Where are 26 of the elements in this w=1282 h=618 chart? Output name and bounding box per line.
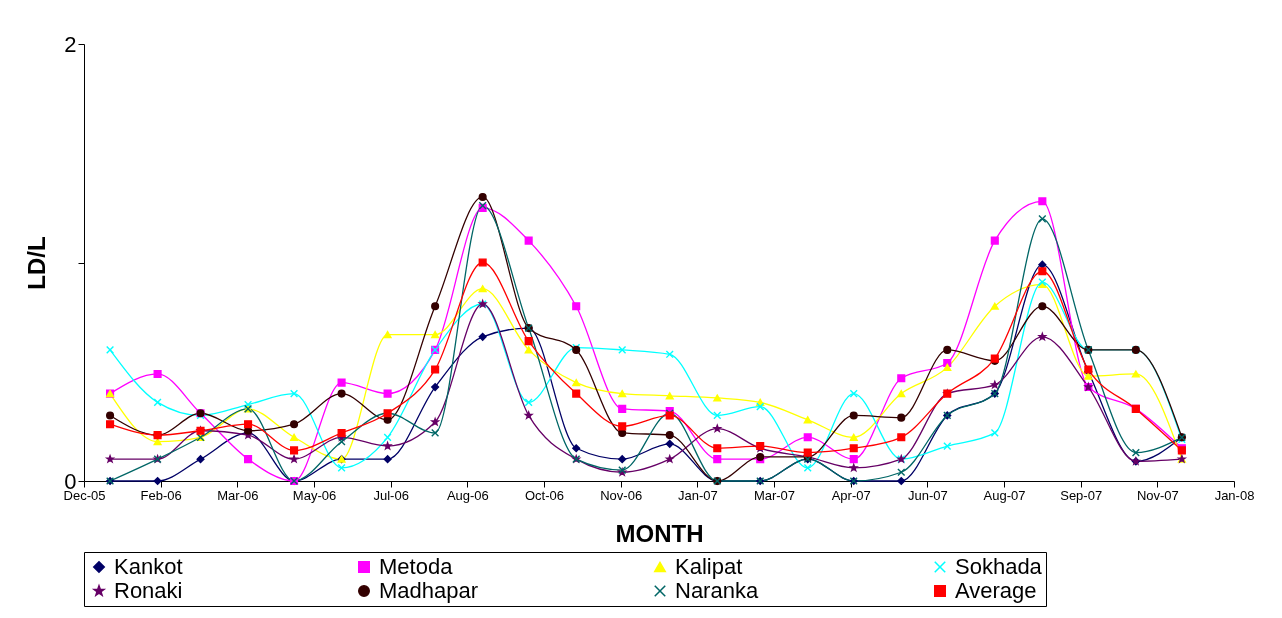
x-tick-label: Mar-06 xyxy=(217,487,259,503)
legend-label: Madhapar xyxy=(379,578,479,603)
x-tick-label: Feb-06 xyxy=(140,487,182,503)
x-axis-title: MONTH xyxy=(615,519,704,547)
y-axis-title: LD/L xyxy=(23,236,51,290)
legend-label: Average xyxy=(955,578,1037,603)
legend-label: Naranka xyxy=(675,578,759,603)
x-tick-label: Nov-06 xyxy=(600,487,643,503)
legend-label: Kankot xyxy=(114,554,183,579)
x-tick-label: Aug-06 xyxy=(446,487,489,503)
legend-label: Metoda xyxy=(379,554,454,579)
y-tick-label: 2 xyxy=(64,31,77,57)
legend-label: Kalipat xyxy=(675,554,743,579)
x-tick-label: Apr-07 xyxy=(831,487,871,503)
x-tick-label: Mar-07 xyxy=(753,487,796,503)
x-tick-label: Nov-07 xyxy=(1136,487,1179,503)
x-tick-label: Jul-06 xyxy=(373,487,409,503)
x-tick-label: Jan-08 xyxy=(1214,487,1255,503)
legend-label: Sokhada xyxy=(955,554,1043,579)
x-tick-label: Sep-07 xyxy=(1060,487,1103,503)
x-tick-label: May-06 xyxy=(292,487,337,503)
x-tick-label: Jan-07 xyxy=(677,487,718,503)
x-tick-label: Aug-07 xyxy=(983,487,1026,503)
x-tick-label: Jun-07 xyxy=(907,487,948,503)
x-tick-label: Oct-06 xyxy=(524,487,565,503)
legend-label: Ronaki xyxy=(114,578,183,603)
